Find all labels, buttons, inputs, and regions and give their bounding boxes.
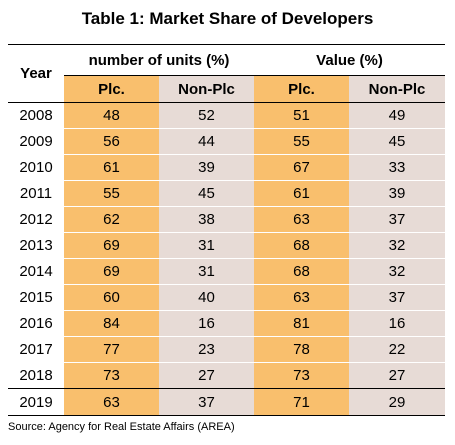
units-nonplc-cell: 27: [159, 362, 255, 389]
value-plc-cell: 73: [254, 362, 350, 389]
year-cell: 2011: [19, 185, 53, 202]
value-group-header: Value (%): [254, 44, 446, 76]
year-cell: 2019: [8, 388, 64, 416]
value-nonplc-cell: 37: [349, 284, 446, 311]
units-plc-cell: 60: [64, 284, 159, 311]
value-nonplc-cell: 49: [349, 102, 446, 129]
units-nonplc-cell: 44: [159, 128, 255, 155]
units-group-header: number of units (%): [64, 44, 255, 76]
units-nonplc-cell: 40: [159, 284, 255, 311]
units-plc-cell: 48: [64, 102, 159, 129]
value-nonplc-cell: 37: [349, 206, 446, 233]
units-nonplc-cell: 16: [159, 310, 255, 337]
table-row: 2008 48 52 51 49: [8, 102, 446, 129]
units-nonplc-header: Non-Plc: [159, 75, 255, 103]
units-nonplc-cell: 23: [159, 336, 255, 363]
table-row: 2010 61 39 67 33: [8, 154, 446, 181]
value-nonplc-cell: 29: [349, 388, 446, 416]
units-plc-cell: 62: [64, 206, 159, 233]
value-nonplc-cell: 27: [349, 362, 446, 389]
value-plc-cell: 68: [254, 232, 350, 259]
source-note: Source: Agency for Real Estate Affairs (…: [8, 421, 235, 433]
value-plc-cell: 68: [254, 258, 350, 285]
year-cell: 2012: [19, 211, 53, 228]
table-row: 2019 63 37 71 29: [8, 388, 446, 416]
year-cell: 2010: [19, 159, 53, 176]
year-header: Year: [8, 44, 64, 103]
units-plc-cell: 56: [64, 128, 159, 155]
units-nonplc-cell: 52: [159, 102, 255, 129]
units-nonplc-cell: 37: [159, 388, 255, 416]
units-nonplc-cell: 31: [159, 232, 255, 259]
value-plc-cell: 51: [254, 102, 350, 129]
units-nonplc-cell: 38: [159, 206, 255, 233]
value-nonplc-cell: 45: [349, 128, 446, 155]
units-plc-cell: 61: [64, 154, 159, 181]
value-plc-cell: 61: [254, 180, 350, 207]
units-plc-cell: 84: [64, 310, 159, 337]
value-nonplc-cell: 32: [349, 258, 446, 285]
units-plc-header: Plc.: [64, 75, 159, 103]
value-plc-cell: 71: [254, 388, 350, 416]
value-nonplc-cell: 32: [349, 232, 446, 259]
value-plc-cell: 67: [254, 154, 350, 181]
units-plc-cell: 77: [64, 336, 159, 363]
table-row: 2009 56 44 55 45: [8, 128, 446, 155]
units-nonplc-cell: 39: [159, 154, 255, 181]
table-row: 2013 69 31 68 32: [8, 232, 446, 259]
value-plc-cell: 63: [254, 206, 350, 233]
table-row: 2015 60 40 63 37: [8, 284, 446, 311]
table-row: 2016 84 16 81 16: [8, 310, 446, 337]
value-nonplc-cell: 33: [349, 154, 446, 181]
value-plc-cell: 63: [254, 284, 350, 311]
units-plc-cell: 63: [64, 388, 159, 416]
year-cell: 2009: [19, 133, 53, 150]
table-row: 2018 73 27 73 27: [8, 362, 446, 389]
value-plc-cell: 81: [254, 310, 350, 337]
units-plc-cell: 55: [64, 180, 159, 207]
value-plc-cell: 78: [254, 336, 350, 363]
table-row: 2011 55 45 61 39: [8, 180, 446, 207]
market-share-table: Year number of units (%) Value (%) Plc. …: [8, 44, 446, 416]
units-plc-cell: 69: [64, 258, 159, 285]
year-cell: 2013: [19, 237, 53, 254]
units-nonplc-cell: 31: [159, 258, 255, 285]
table-title: Table 1: Market Share of Developers: [81, 9, 374, 28]
units-plc-cell: 69: [64, 232, 159, 259]
table-body: 2008 48 52 51 49 2009 56 44 55 45 2010 61 39 67 33 2011…: [8, 102, 446, 416]
table-row: 2014 69 31 68 32: [8, 258, 446, 285]
year-cell: 2018: [19, 366, 53, 384]
value-nonplc-header: Non-Plc: [349, 75, 446, 103]
table-row: 2012 62 38 63 37: [8, 206, 446, 233]
units-plc-cell: 73: [64, 362, 159, 389]
value-nonplc-cell: 22: [349, 336, 446, 363]
year-cell: 2015: [19, 289, 53, 306]
year-cell: 2016: [19, 315, 53, 332]
value-nonplc-cell: 39: [349, 180, 446, 207]
year-cell: 2014: [19, 263, 53, 280]
table-row: 2017 77 23 78 22: [8, 336, 446, 363]
value-nonplc-cell: 16: [349, 310, 446, 337]
year-cell: 2017: [19, 341, 53, 358]
value-plc-cell: 55: [254, 128, 350, 155]
year-cell: 2008: [19, 107, 53, 125]
units-nonplc-cell: 45: [159, 180, 255, 207]
value-plc-header: Plc.: [254, 75, 350, 103]
